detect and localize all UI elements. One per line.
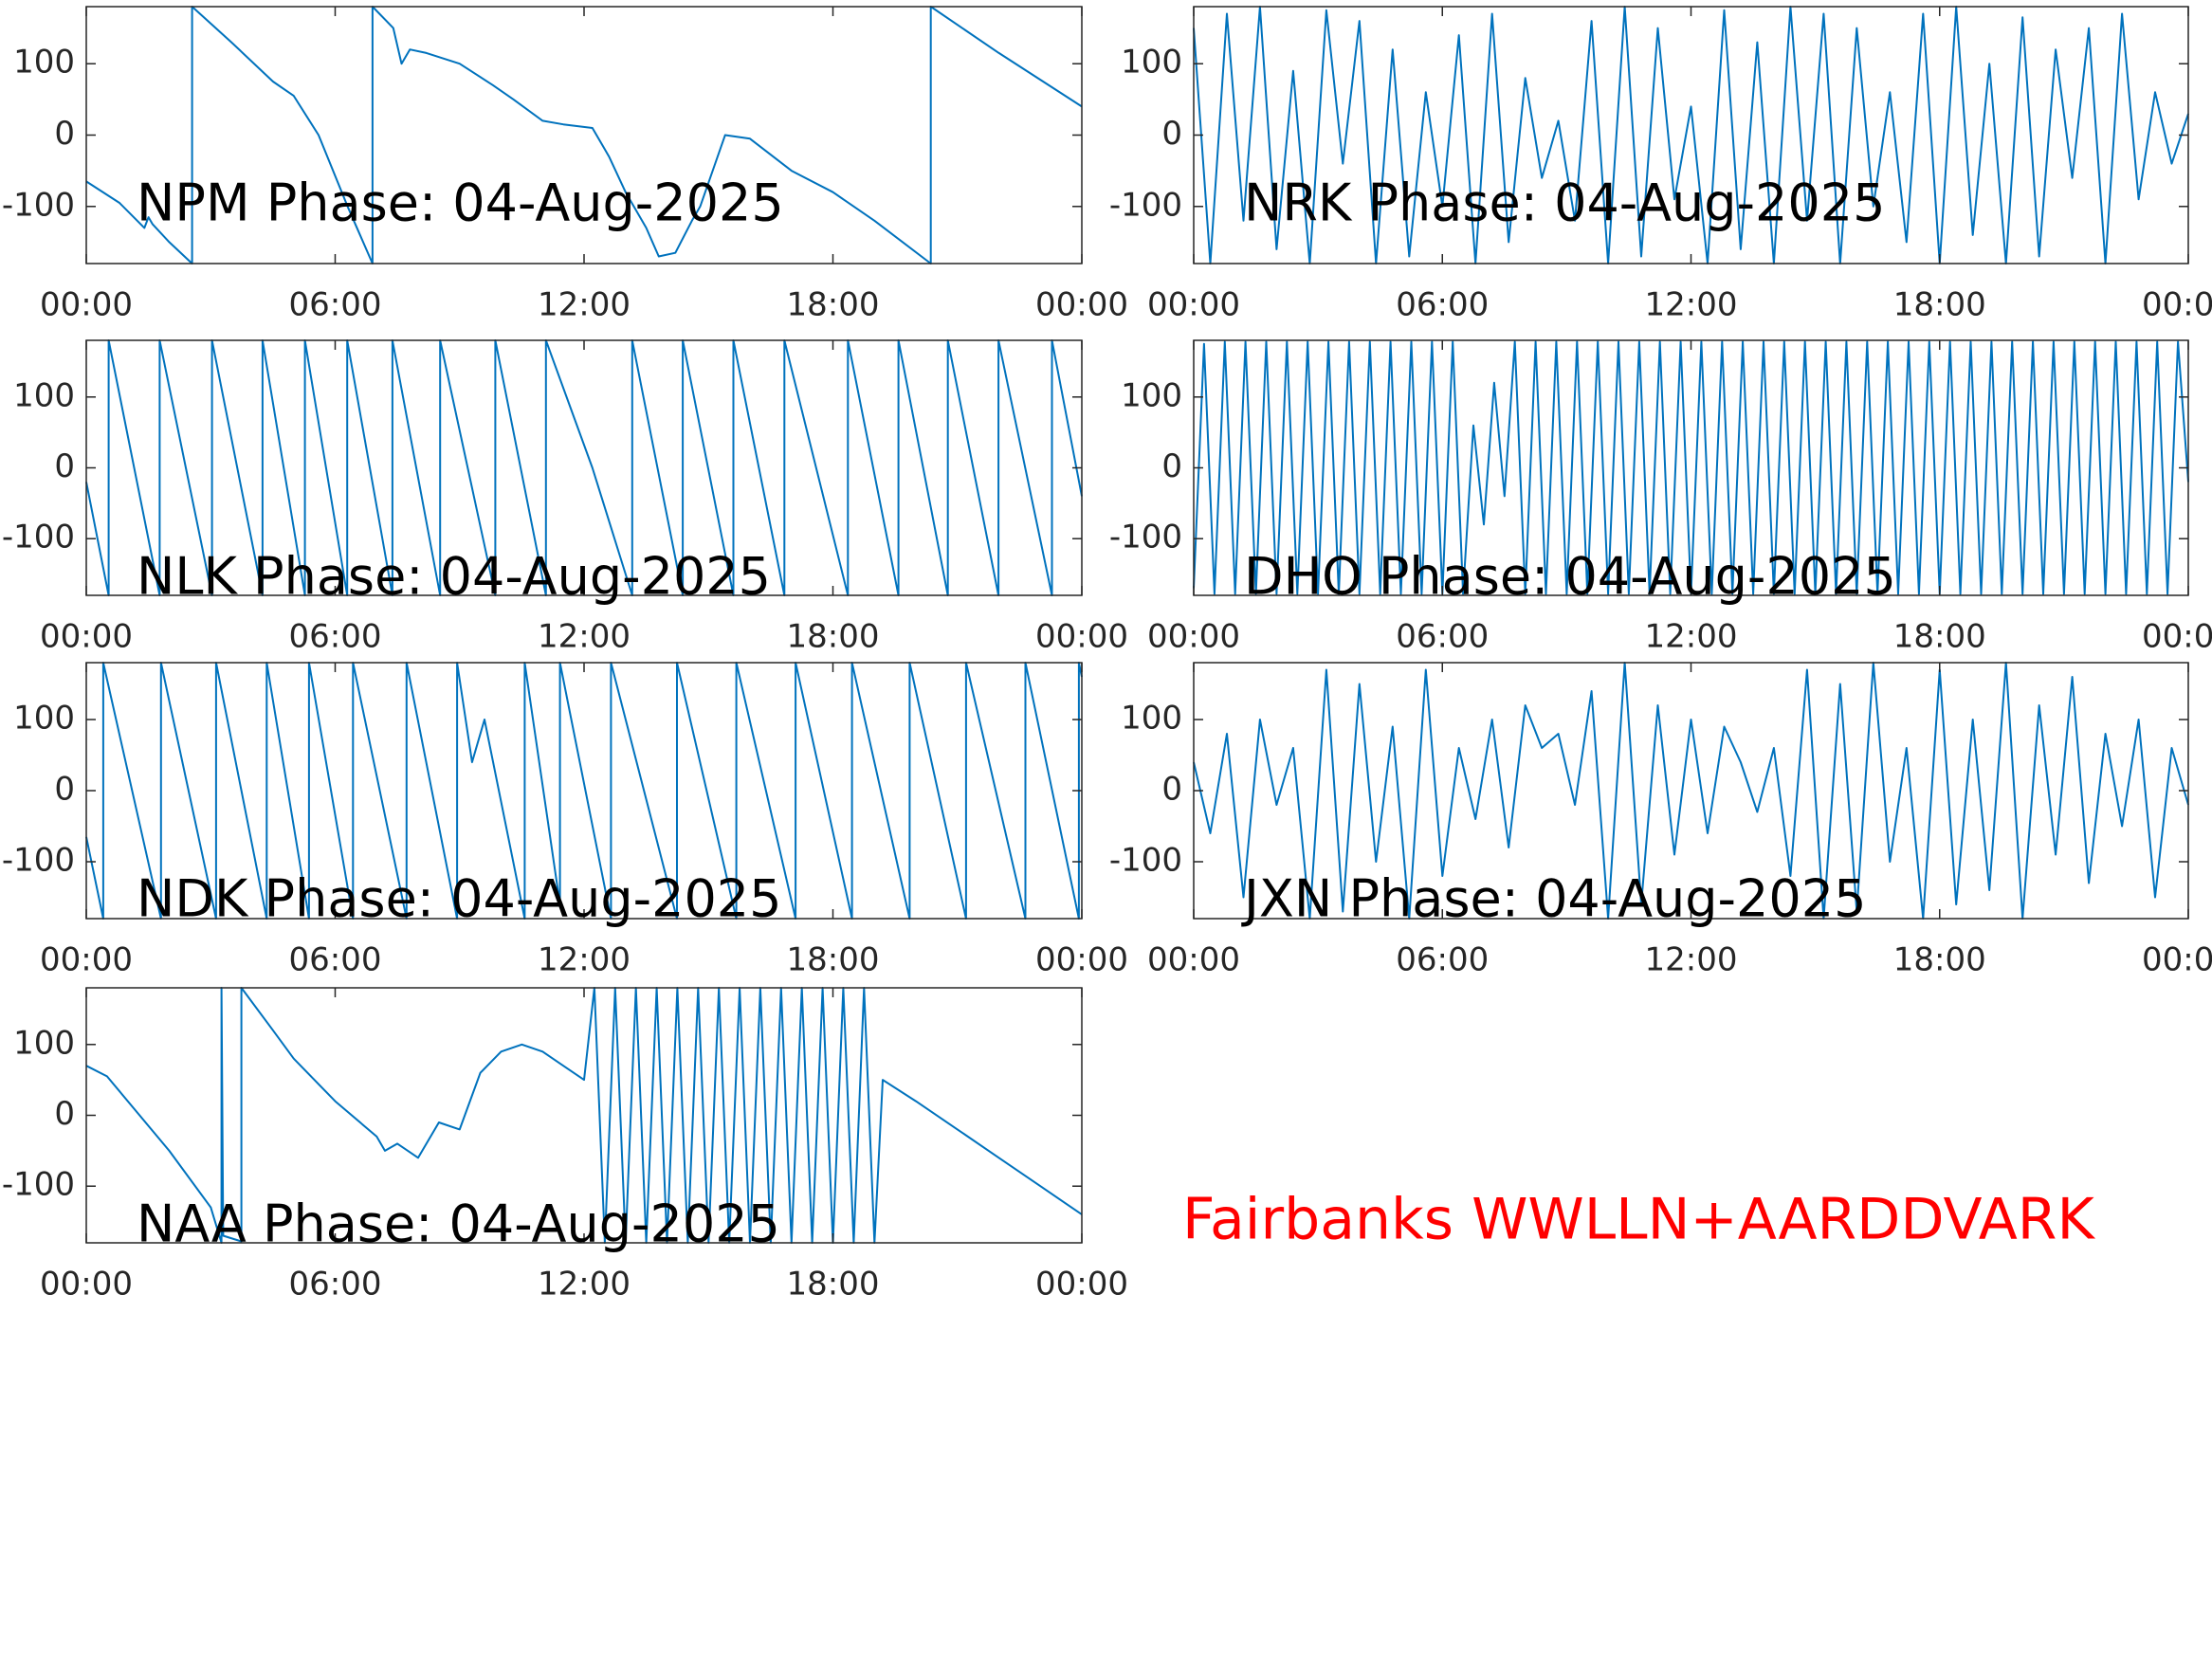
phase-line: [1193, 6, 2189, 264]
chart-title: NPM Phase: 04-Aug-2025: [137, 173, 784, 233]
x-tick-label: 06:00: [289, 941, 382, 979]
x-tick-label: 18:00: [787, 618, 880, 656]
x-tick-label: 00:00: [1147, 286, 1240, 324]
x-tick-label: 12:00: [538, 286, 631, 324]
x-tick-label: 06:00: [289, 286, 382, 324]
y-tick-label: -100: [2, 1166, 75, 1204]
phase-line: [85, 6, 1083, 264]
x-tick-label: 00:00: [2142, 618, 2212, 656]
phase-line: [85, 662, 1083, 920]
y-tick-label: 100: [1121, 700, 1182, 738]
x-tick-label: 00:00: [40, 1266, 133, 1304]
y-tick-label: 0: [54, 115, 75, 153]
x-tick-label: 06:00: [1396, 286, 1489, 324]
chart-title: NDK Phase: 04-Aug-2025: [137, 869, 782, 929]
x-tick-label: 12:00: [538, 618, 631, 656]
y-tick-label: 0: [1161, 115, 1182, 153]
x-tick-label: 18:00: [787, 286, 880, 324]
y-tick-label: 100: [1121, 376, 1182, 414]
y-tick-label: 100: [13, 376, 75, 414]
x-tick-label: 06:00: [289, 618, 382, 656]
chart-title: DHO Phase: 04-Aug-2025: [1244, 547, 1896, 607]
y-tick-label: -100: [2, 519, 75, 556]
x-tick-label: 00:00: [1035, 941, 1128, 979]
x-tick-label: 00:00: [1147, 941, 1240, 979]
x-tick-label: 18:00: [1893, 941, 1986, 979]
x-tick-label: 00:00: [2142, 941, 2212, 979]
y-tick-label: -100: [1109, 519, 1182, 556]
x-tick-label: 00:00: [1147, 618, 1240, 656]
x-tick-label: 06:00: [289, 1266, 382, 1304]
chart-title: JXN Phase: 04-Aug-2025: [1241, 869, 1866, 929]
x-tick-label: 12:00: [1645, 941, 1738, 979]
y-tick-label: -100: [1109, 842, 1182, 880]
x-tick-label: 18:00: [787, 941, 880, 979]
chart-title: NAA Phase: 04-Aug-2025: [137, 1194, 780, 1254]
x-tick-label: 00:00: [1035, 286, 1128, 324]
x-tick-label: 12:00: [1645, 286, 1738, 324]
x-tick-label: 18:00: [1893, 286, 1986, 324]
y-tick-label: -100: [2, 186, 75, 224]
y-tick-label: 0: [54, 447, 75, 485]
x-tick-label: 12:00: [538, 941, 631, 979]
caption: Fairbanks WWLLN+AARDDVARK: [1182, 1187, 2095, 1253]
chart-title: NRK Phase: 04-Aug-2025: [1244, 173, 1885, 233]
y-tick-label: 0: [1161, 771, 1182, 809]
y-tick-label: -100: [2, 842, 75, 880]
x-tick-label: 00:00: [1035, 618, 1128, 656]
y-tick-label: 0: [54, 771, 75, 809]
chart-title: NLK Phase: 04-Aug-2025: [137, 547, 771, 607]
y-tick-label: -100: [1109, 186, 1182, 224]
y-tick-label: 100: [13, 700, 75, 738]
x-tick-label: 00:00: [40, 941, 133, 979]
x-tick-label: 12:00: [538, 1266, 631, 1304]
x-tick-label: 18:00: [1893, 618, 1986, 656]
x-tick-label: 00:00: [2142, 286, 2212, 324]
y-tick-label: 100: [13, 1024, 75, 1062]
y-tick-label: 0: [1161, 447, 1182, 485]
y-tick-label: 0: [54, 1095, 75, 1133]
x-tick-label: 00:00: [40, 286, 133, 324]
x-tick-label: 06:00: [1396, 618, 1489, 656]
x-tick-label: 12:00: [1645, 618, 1738, 656]
x-tick-label: 00:00: [1035, 1266, 1128, 1304]
x-tick-label: 18:00: [787, 1266, 880, 1304]
y-tick-label: 100: [1121, 44, 1182, 82]
x-tick-label: 06:00: [1396, 941, 1489, 979]
y-tick-label: 100: [13, 44, 75, 82]
x-tick-label: 00:00: [40, 618, 133, 656]
